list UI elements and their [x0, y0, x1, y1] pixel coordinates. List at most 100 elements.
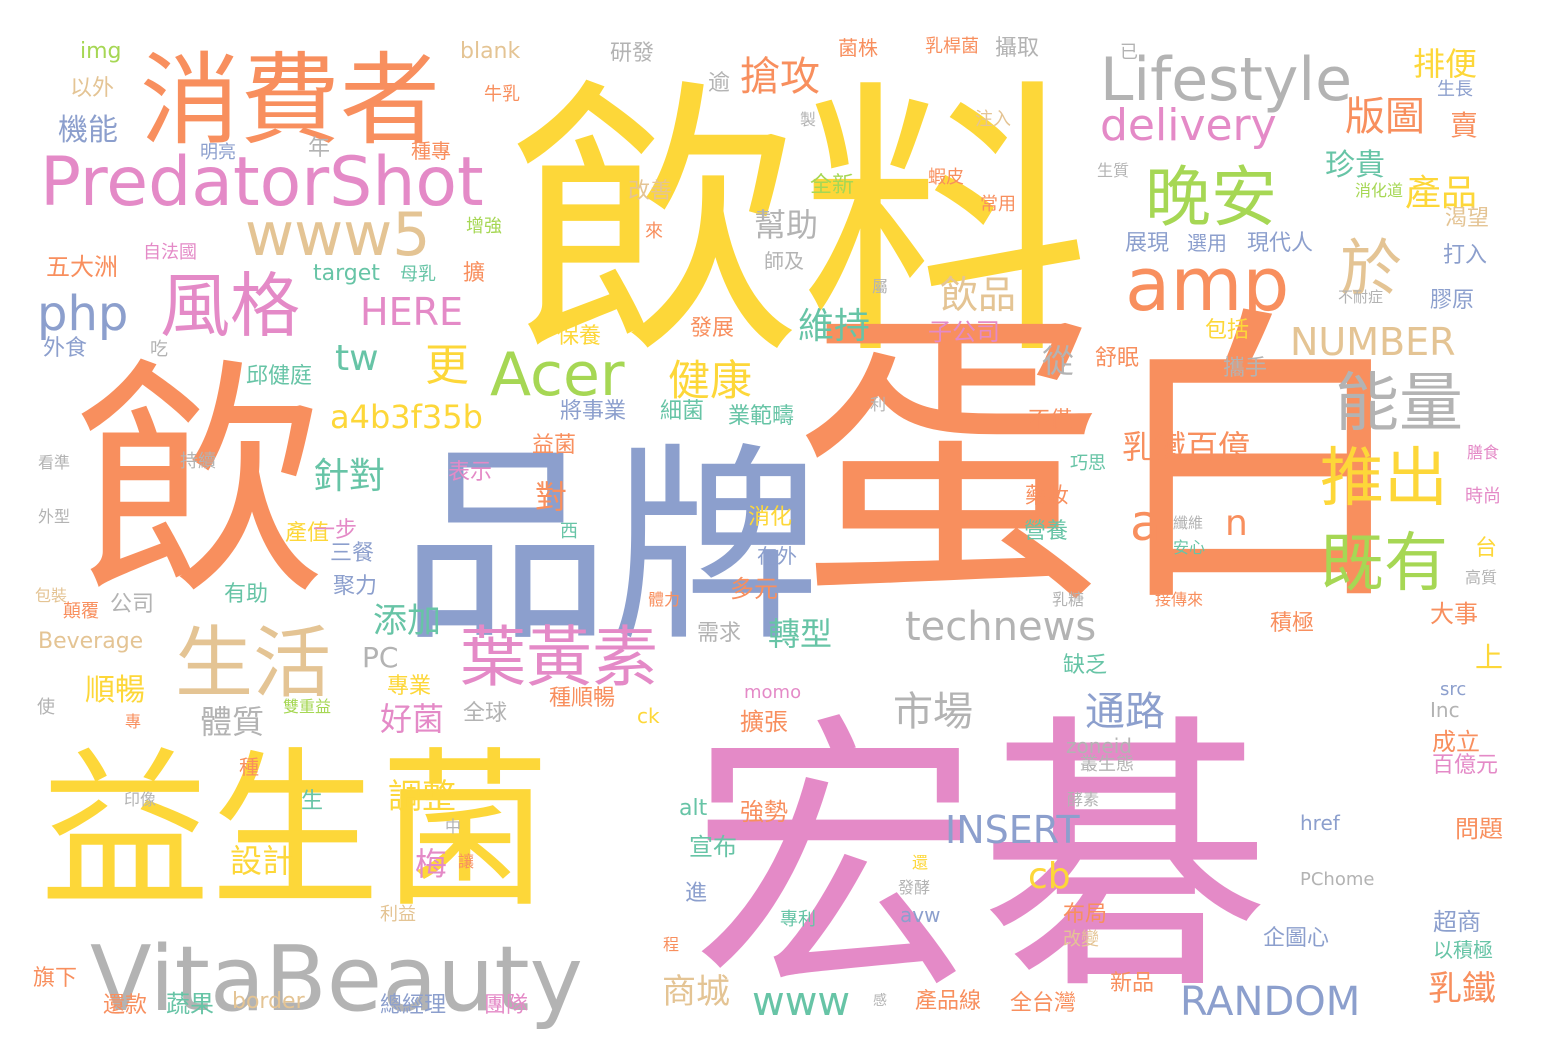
- word-100: 不耐症: [1338, 288, 1383, 306]
- word-56: 好菌: [380, 700, 444, 738]
- word-54: 順暢: [85, 673, 145, 708]
- word-157: 專: [125, 712, 141, 731]
- word-161: 種: [239, 755, 259, 779]
- word-9: Lifestyle: [1100, 45, 1352, 115]
- word-136: 多元: [730, 575, 778, 603]
- word-73: 逾: [708, 71, 730, 96]
- word-92: 現代人: [1247, 231, 1313, 256]
- word-178: 進: [685, 881, 707, 906]
- word-165: 百億元: [1432, 753, 1498, 778]
- word-57: 調整: [388, 777, 456, 817]
- word-78: 年: [308, 136, 330, 161]
- word-42: a: [1130, 494, 1161, 552]
- word-151: 全球: [463, 701, 507, 726]
- word-147: 需求: [697, 621, 741, 646]
- word-5: 品牌: [400, 425, 820, 670]
- word-168: 強勢: [740, 798, 788, 826]
- word-149: 積極: [1270, 611, 1314, 636]
- word-26: NUMBER: [1290, 320, 1456, 364]
- word-183: 布局: [1063, 902, 1107, 927]
- word-45: 排便: [1413, 45, 1477, 83]
- word-129: 營養: [1024, 519, 1068, 544]
- word-48: 幫助: [754, 206, 818, 244]
- word-58: 設計: [230, 842, 294, 880]
- word-191: 還款: [103, 993, 147, 1018]
- word-113: 業範疇: [728, 404, 794, 429]
- word-69: 乳桿菌: [925, 36, 979, 57]
- word-28: a4b3f35b: [330, 398, 483, 436]
- word-91: 選用: [1187, 231, 1227, 255]
- word-29: HERE: [360, 290, 463, 334]
- word-13: Acer: [490, 340, 625, 410]
- word-162: zoneid: [1066, 734, 1132, 758]
- word-3: 飲: [75, 338, 325, 629]
- word-24: php: [37, 286, 128, 342]
- word-189: 旗下: [33, 966, 77, 991]
- word-156: 雙重益: [283, 697, 331, 716]
- word-159: 擴張: [740, 708, 788, 736]
- word-132: 在外: [757, 544, 797, 568]
- word-127: 西: [560, 521, 578, 542]
- word-36: 通路: [1085, 689, 1165, 735]
- word-37: 針對: [313, 456, 385, 497]
- word-80: 全新: [810, 173, 854, 198]
- word-53: 機能: [58, 113, 118, 148]
- word-135: 聚力: [333, 574, 377, 599]
- word-187: 以積極: [1433, 938, 1493, 962]
- word-120: 巧思: [1070, 453, 1106, 474]
- word-179: PChome: [1300, 869, 1374, 890]
- word-94: 五大洲: [46, 253, 118, 281]
- word-158: ck: [637, 704, 660, 728]
- word-119: 表示: [448, 460, 492, 485]
- word-62: 上: [1475, 641, 1503, 674]
- word-7: VitaBeauty: [90, 927, 583, 1032]
- word-86: 渴望: [1445, 206, 1489, 231]
- word-70: 攝取: [995, 36, 1039, 61]
- word-79: 種專: [411, 139, 451, 163]
- word-44: cb: [1028, 856, 1071, 897]
- word-146: Beverage: [38, 629, 143, 654]
- word-148: 缺乏: [1063, 653, 1107, 678]
- word-107: 包括: [1205, 318, 1249, 343]
- word-140: 公司: [110, 592, 154, 617]
- word-2: 宏碁: [690, 692, 1270, 1029]
- word-97: 擴: [463, 261, 485, 286]
- word-190: 新品: [1110, 971, 1154, 996]
- word-155: 使: [37, 697, 55, 718]
- word-126: 一步: [313, 518, 357, 543]
- word-51: 商城: [662, 972, 730, 1012]
- word-67: 研發: [610, 41, 654, 66]
- word-170: 酵素: [1067, 790, 1099, 809]
- word-138: 包裝: [35, 586, 67, 605]
- word-85: 消化道: [1355, 181, 1403, 200]
- word-177: 發酵: [898, 878, 930, 897]
- word-133: 安心: [1173, 538, 1205, 557]
- word-111: 將事業: [560, 399, 626, 424]
- word-33: 乳鐵百億: [1122, 428, 1250, 466]
- word-82: 改善: [628, 179, 672, 204]
- word-41: www: [752, 979, 850, 1025]
- word-1: 蛋白: [795, 283, 1415, 644]
- word-46: 珍貴: [1325, 148, 1385, 183]
- word-99: 屬: [872, 277, 888, 296]
- word-59: 梅: [415, 845, 447, 883]
- word-182: 專利: [780, 909, 816, 930]
- word-105: 發展: [690, 316, 734, 341]
- word-25: RANDOM: [1180, 979, 1360, 1025]
- word-185: 企圖心: [1263, 926, 1329, 951]
- word-84: 生質: [1097, 161, 1129, 180]
- word-23: 搶攻: [740, 54, 820, 100]
- word-68: 菌株: [838, 36, 878, 60]
- word-131: 三餐: [330, 541, 374, 566]
- word-104: 保養: [557, 324, 601, 349]
- word-103: 吃: [150, 339, 168, 360]
- word-60: 從: [1042, 342, 1074, 380]
- word-188: 程: [663, 935, 679, 954]
- word-154: src: [1440, 679, 1466, 700]
- word-14: 風格: [160, 265, 300, 347]
- word-171: 中: [445, 817, 461, 836]
- word-6: 消費者: [140, 42, 440, 159]
- word-192: 蔬果: [166, 990, 214, 1018]
- word-75: 製: [800, 110, 816, 129]
- word-50: 轉型: [768, 615, 832, 653]
